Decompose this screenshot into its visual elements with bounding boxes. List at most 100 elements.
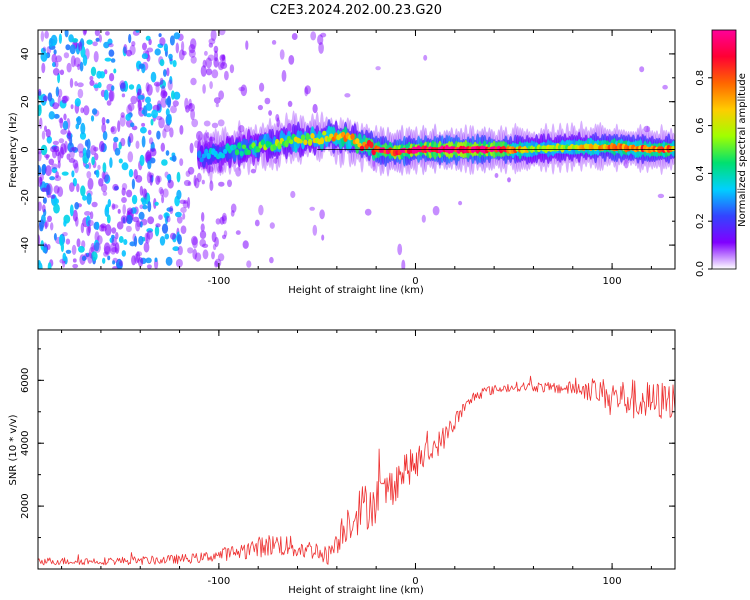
heat-noise-blob xyxy=(188,103,193,109)
heat-noise-blob xyxy=(191,235,198,246)
heat-ridge-cell xyxy=(307,138,313,146)
heat-noise-blob xyxy=(173,32,181,40)
heat-noise-blob xyxy=(41,130,46,140)
heat-noise-blob xyxy=(169,205,174,215)
heat-noise-blob xyxy=(107,38,113,46)
heat-noise-blob xyxy=(132,216,140,223)
heat-noise-blob xyxy=(86,225,91,237)
heat-noise-blob xyxy=(120,215,128,224)
heat-noise-blob xyxy=(211,122,219,129)
heat-noise-blob xyxy=(39,176,43,185)
heat-noise-blob xyxy=(142,204,148,210)
heat-ridge-cell xyxy=(199,157,204,163)
heat-noise-blob xyxy=(59,146,64,159)
heat-noise-blob xyxy=(166,207,173,212)
colorbar-label: Normalized spectral amplitude xyxy=(737,73,748,227)
heat-noise-blob xyxy=(61,95,68,104)
heat-noise-blob xyxy=(196,172,202,183)
spectrogram-x-label: Height of straight line (km) xyxy=(288,285,424,296)
heat-noise-blob xyxy=(102,130,108,141)
heat-noise-blob xyxy=(92,41,98,47)
heat-noise-blob xyxy=(163,124,171,133)
heat-noise-blob xyxy=(90,66,97,77)
heat-noise-blob xyxy=(273,157,278,164)
heat-noise-blob xyxy=(135,140,140,149)
heat-noise-blob xyxy=(38,105,42,117)
heat-ridge-cell xyxy=(220,153,225,159)
heat-noise-blob xyxy=(70,55,76,68)
heat-noise-blob xyxy=(142,42,147,51)
heat-noise-blob xyxy=(494,173,499,178)
heat-noise-blob xyxy=(304,85,311,95)
heat-noise-blob xyxy=(105,31,110,36)
heat-noise-blob xyxy=(117,120,121,133)
heat-noise-blob xyxy=(166,67,170,77)
heat-noise-blob xyxy=(44,30,49,39)
heat-noise-blob xyxy=(38,234,41,246)
heat-noise-blob xyxy=(240,84,248,97)
heat-noise-blob xyxy=(51,53,57,64)
heat-noise-blob xyxy=(92,108,98,115)
heat-noise-blob xyxy=(87,252,93,264)
heat-noise-blob xyxy=(76,183,80,193)
heat-noise-blob xyxy=(105,204,110,212)
heat-noise-blob xyxy=(191,118,199,128)
heat-noise-blob xyxy=(115,232,119,240)
x-tick-label: -100 xyxy=(208,576,231,587)
heat-noise-blob xyxy=(199,238,206,247)
heat-noise-blob xyxy=(202,59,207,68)
heat-noise-blob xyxy=(242,240,249,249)
heat-noise-blob xyxy=(145,150,152,162)
heat-noise-blob xyxy=(126,207,133,215)
heat-noise-blob xyxy=(156,130,161,140)
heat-ridge-cell xyxy=(369,141,374,149)
heat-noise-blob xyxy=(57,160,61,169)
heat-noise-blob xyxy=(47,92,53,102)
heat-noise-blob xyxy=(224,70,229,81)
heat-noise-blob xyxy=(74,202,80,210)
heat-noise-blob xyxy=(643,125,651,133)
heat-noise-blob xyxy=(145,257,152,264)
heat-noise-blob xyxy=(184,97,189,110)
heat-noise-blob xyxy=(120,112,125,118)
heat-noise-blob xyxy=(71,146,77,151)
heat-noise-blob xyxy=(46,183,53,196)
heat-noise-blob xyxy=(106,100,112,106)
heat-noise-blob xyxy=(159,236,166,246)
snr-y-ticks: 2000 4000 6000 xyxy=(20,348,675,570)
heat-noise-blob xyxy=(172,60,177,68)
heat-noise-blob xyxy=(111,236,117,247)
heat-noise-blob xyxy=(257,104,263,111)
heat-noise-blob xyxy=(131,178,135,190)
heat-noise-blob xyxy=(279,49,285,60)
y-tick-label: 2000 xyxy=(20,493,31,518)
heat-noise-blob xyxy=(218,30,226,36)
heat-noise-blob xyxy=(176,171,181,183)
heat-noise-blob xyxy=(53,49,57,55)
heat-noise-blob xyxy=(78,151,84,158)
heat-noise-blob xyxy=(202,243,209,248)
heat-noise-blob xyxy=(130,122,135,128)
heat-noise-blob xyxy=(82,30,87,36)
heat-noise-blob xyxy=(187,247,194,254)
heat-noise-blob xyxy=(148,137,154,145)
heat-noise-blob xyxy=(246,260,252,268)
heat-noise-blob xyxy=(271,40,277,45)
heat-noise-blob xyxy=(397,243,403,256)
heat-noise-blob xyxy=(72,159,79,169)
heat-ridge-cell xyxy=(239,150,244,157)
heat-noise-blob xyxy=(78,245,85,253)
heat-noise-blob xyxy=(61,171,69,176)
heat-noise-blob xyxy=(123,239,128,245)
heat-noise-blob xyxy=(168,53,173,60)
heat-noise-blob xyxy=(162,188,169,198)
heat-noise-blob xyxy=(52,68,60,76)
heat-noise-blob xyxy=(121,187,126,196)
heat-noise-blob xyxy=(372,160,376,172)
heat-noise-blob xyxy=(100,223,107,229)
heat-noise-blob xyxy=(110,126,115,133)
x-tick-label: 0 xyxy=(412,276,418,287)
heat-noise-blob xyxy=(165,256,173,266)
heat-noise-blob xyxy=(171,155,177,162)
heat-noise-blob xyxy=(94,231,100,243)
